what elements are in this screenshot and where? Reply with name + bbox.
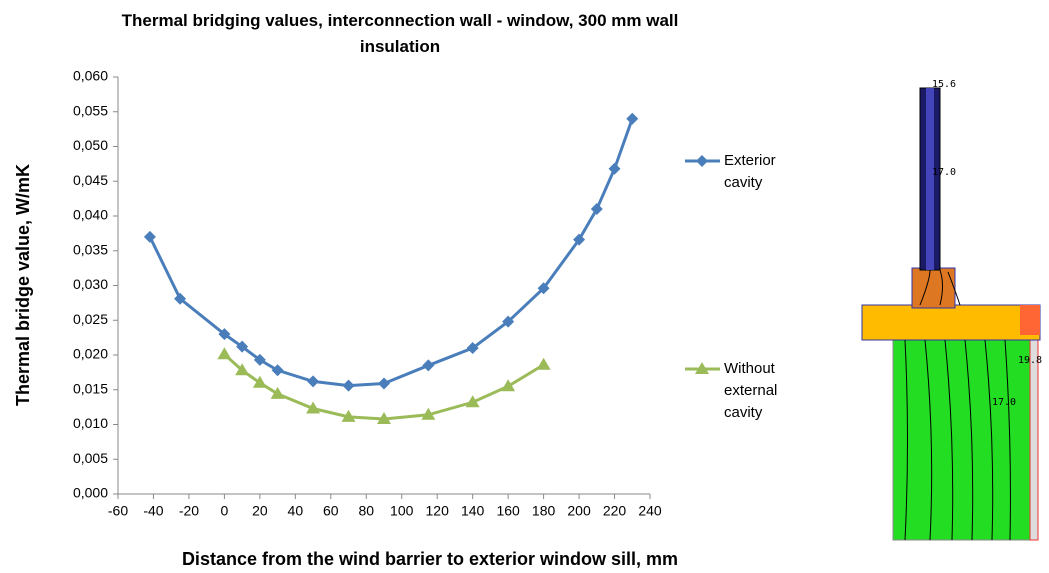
marker — [626, 112, 639, 125]
y-tick-label: 0,020 — [73, 346, 108, 362]
marker — [236, 340, 249, 353]
marker — [143, 230, 156, 243]
legend-label: Exterior cavity — [724, 152, 776, 191]
y-tick-label: 0,060 — [73, 68, 108, 84]
marker — [307, 375, 320, 388]
marker — [252, 375, 267, 388]
image-label: 15.6 — [932, 79, 956, 90]
y-axis-label: Thermal bridge value, W/mK — [13, 164, 33, 406]
marker — [608, 162, 621, 175]
y-tick-label: 0,040 — [73, 207, 108, 223]
x-axis-label: Distance from the wind barrier to exteri… — [182, 549, 678, 569]
y-tick-label: 0,030 — [73, 276, 108, 292]
marker — [378, 377, 390, 390]
marker — [218, 328, 231, 341]
y-tick-label: 0,025 — [73, 311, 108, 327]
y-tick-label: 0,000 — [73, 485, 108, 501]
x-tick-label: 120 — [426, 503, 450, 519]
x-tick-label: 20 — [252, 503, 268, 519]
series-line — [148, 118, 634, 388]
y-tick-label: 0,055 — [73, 102, 108, 118]
legend-marker — [696, 155, 708, 167]
marker — [536, 357, 551, 370]
marker — [422, 359, 435, 372]
x-tick-label: 100 — [390, 503, 414, 519]
marker — [466, 342, 479, 355]
marker — [235, 363, 250, 376]
y-tick-label: 0,035 — [73, 241, 108, 257]
x-tick-label: -60 — [108, 503, 128, 519]
x-tick-label: 0 — [221, 503, 229, 519]
orange-block — [911, 267, 956, 309]
marker — [306, 401, 321, 414]
marker — [342, 379, 355, 392]
x-tick-label: -20 — [179, 503, 199, 519]
edge-red — [1020, 305, 1040, 335]
x-tick-label: 240 — [638, 503, 662, 519]
x-tick-label: -40 — [143, 503, 163, 519]
y-tick-label: 0,010 — [73, 415, 108, 431]
x-tick-label: 200 — [567, 503, 591, 519]
edge — [1029, 339, 1039, 541]
marker — [377, 411, 391, 424]
x-tick-label: 60 — [323, 503, 339, 519]
y-tick-label: 0,005 — [73, 450, 108, 466]
image-label: 19.8 — [1018, 355, 1042, 366]
x-tick-label: 160 — [496, 503, 520, 519]
marker — [174, 292, 187, 305]
thermal-image: 15.6 17.0 19.8 17.0 — [861, 79, 1042, 541]
marker — [465, 395, 480, 408]
image-label: 17.0 — [932, 167, 956, 178]
marker — [590, 203, 603, 216]
x-tick-label: 40 — [288, 503, 304, 519]
x-tick-label: 140 — [461, 503, 485, 519]
marker — [502, 315, 515, 328]
marker — [341, 409, 356, 422]
legend-label: Without external cavity — [724, 360, 778, 421]
image-label: 17.0 — [992, 397, 1016, 408]
y-tick-label: 0,050 — [73, 137, 108, 153]
marker — [501, 379, 516, 392]
orange-band — [861, 304, 1041, 341]
x-tick-label: 180 — [532, 503, 556, 519]
isotherms — [904, 269, 1011, 541]
legend-marker — [695, 362, 709, 374]
marker — [217, 347, 232, 360]
x-tick-label: 80 — [358, 503, 374, 519]
x-tick-label: 220 — [603, 503, 627, 519]
marker — [421, 407, 436, 420]
marker — [270, 386, 285, 399]
chart-title: Thermal bridging values, interconnection… — [121, 11, 679, 56]
y-tick-label: 0,015 — [73, 380, 108, 396]
marker — [271, 364, 284, 377]
marker — [537, 282, 550, 295]
marker — [573, 233, 586, 246]
y-tick-label: 0,045 — [73, 172, 108, 188]
column-inner — [926, 88, 934, 270]
marker — [253, 353, 266, 366]
